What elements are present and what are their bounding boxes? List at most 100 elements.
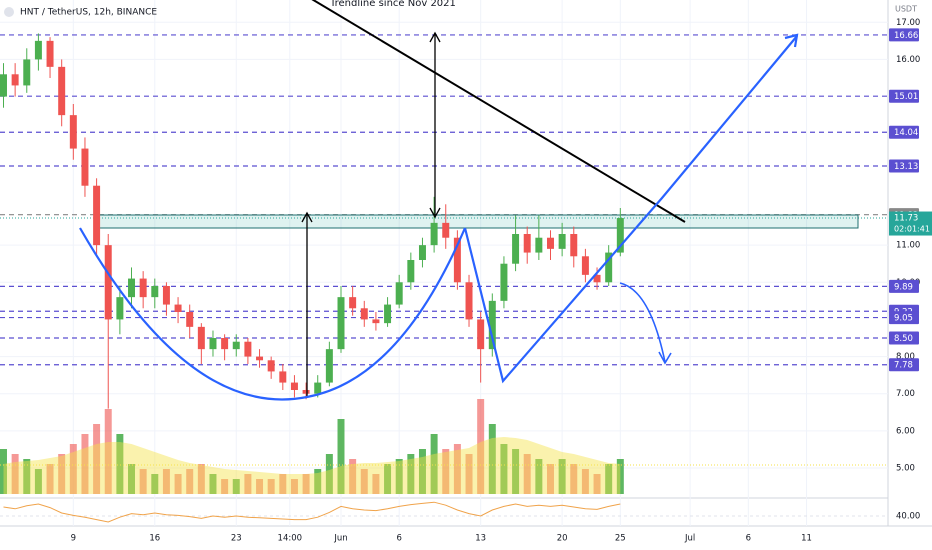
x-tick-label: 11 [801,534,812,544]
volume-bar [0,449,7,494]
candle-body [477,319,485,350]
level-label-bg [889,358,919,372]
candle-body [570,234,578,257]
symbol-icon [4,7,14,17]
volume-bar [477,399,485,494]
candle-body [558,234,566,249]
volume-bar [430,434,438,494]
y-tick-label: 8.00 [896,352,915,362]
volume-bar [325,454,333,494]
candle-body [418,245,426,260]
candle-body [104,245,112,320]
volume-bar [151,474,159,494]
candle-body [546,237,554,249]
x-tick-label: 6 [396,534,401,544]
candle-body [523,234,531,253]
x-tick-label: 14:00 [278,534,303,544]
level-label-bg [889,279,919,293]
volume-bar [197,464,205,494]
y-tick-label: 7.00 [896,389,915,399]
volume-bar [512,449,520,494]
volume-bar [174,474,182,494]
level-label-bg [889,125,919,139]
candle-body [23,59,31,86]
level-label-bg [889,311,919,325]
volume-bar [209,474,217,494]
volume-bar [279,474,287,494]
x-tick-label: Jun [333,534,347,544]
volume-bar [46,464,54,494]
countdown: 02:01:41 [894,225,930,234]
x-tick-label: 6 [746,534,751,544]
arrow-head [658,351,672,365]
x-tick-label: Jul [684,534,695,544]
last-price-label: 11.73 [894,214,918,224]
last-price-bg [889,211,932,236]
candle-body [372,319,380,324]
candle-body [337,297,345,350]
x-tick-label: 9 [71,534,76,544]
arrow-head [301,211,313,223]
volume-bar [558,459,566,494]
candle-body [116,297,124,320]
volume-bar [570,464,578,494]
candle-body [349,297,357,309]
volume-bar [593,474,601,494]
candle-body [186,312,194,327]
candle-body [151,286,159,298]
candle-body [302,390,310,394]
candle-body [512,234,520,264]
candle-body [11,74,19,86]
candle-body [395,282,403,305]
volume-bar [372,474,380,494]
level-label: 16.66 [894,31,918,41]
candle-body [430,222,438,246]
volume-bar [116,434,124,494]
volume-bar [453,444,461,494]
volume-bar [162,469,170,494]
volume-bar [256,479,264,494]
cup-curve [79,227,467,401]
candle-body [0,74,7,97]
volume-bar [384,464,392,494]
candle-body [290,382,298,390]
candle-body [81,148,89,186]
candle-body [465,282,473,320]
level-label: 15.01 [894,92,918,102]
axis-unit: USDT [895,5,917,14]
candle-body [256,356,264,361]
level-label-bg [889,89,919,103]
candle-body [279,371,287,383]
candle-body [128,278,136,298]
volume-bar [232,479,240,494]
chart-title: HNT / TetherUS, 12h, BINANCE [20,8,157,18]
annotation: Trendline since Nov 2021 [329,0,456,9]
candle-body [244,341,252,357]
x-tick-label: 13 [475,534,486,544]
level-label: 8.50 [894,334,913,344]
rsi-tick-label: 40.00 [896,512,920,522]
volume-bar [337,419,345,494]
volume-bar [418,449,426,494]
volume-bar [535,459,543,494]
level-label: 7.78 [894,361,913,371]
resistance-zone [96,214,859,229]
y-tick-label: 11.00 [896,241,920,251]
candle-body [46,40,54,67]
volume-bar [488,424,496,494]
volume-bar [139,469,147,494]
projection-path [463,35,798,384]
level-label: 9.89 [894,282,913,292]
candle-body [34,40,42,60]
volume-bar [128,464,136,494]
volume-bar [34,469,42,494]
y-tick-label: 16.00 [896,55,920,65]
candle-body [325,349,333,383]
y-tick-label: 17.00 [896,18,920,28]
candle-body [500,263,508,301]
volume-bar [186,469,194,494]
candle-body [314,382,322,394]
volume-bar [605,464,613,494]
volume-bar [465,454,473,494]
